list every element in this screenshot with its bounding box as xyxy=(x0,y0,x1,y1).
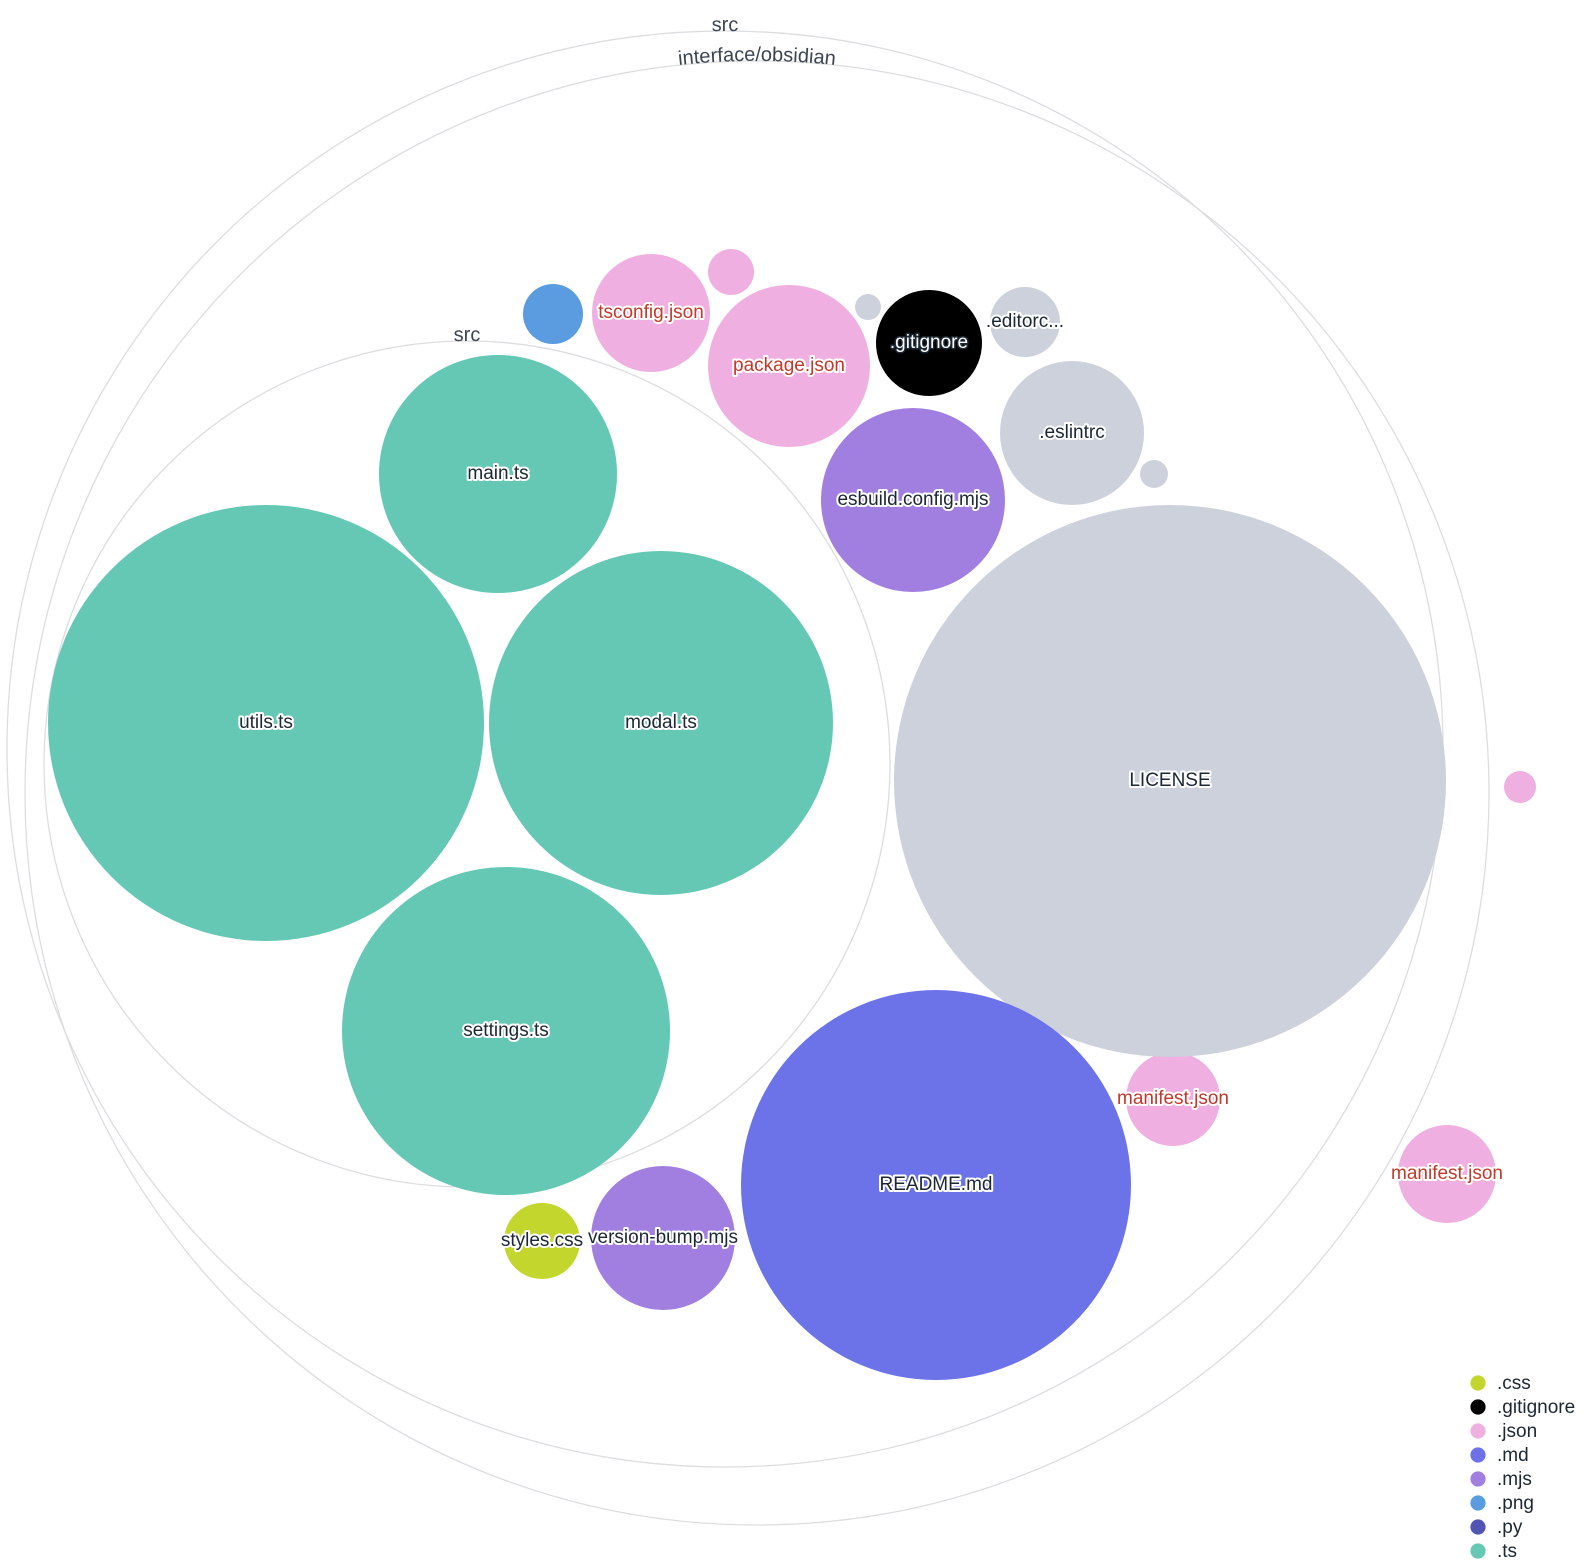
svg-text:.css: .css xyxy=(1497,1373,1531,1394)
svg-text:manifest.json: manifest.json xyxy=(1391,1163,1503,1184)
svg-text:settings.ts: settings.ts xyxy=(463,1020,549,1041)
svg-text:utils.ts: utils.ts xyxy=(239,712,293,733)
svg-text:version-bump.mjs: version-bump.mjs xyxy=(588,1227,738,1248)
svg-text:.json: .json xyxy=(1497,1421,1537,1442)
svg-text:main.ts: main.ts xyxy=(467,463,528,484)
svg-text:.editorc...: .editorc... xyxy=(986,311,1064,332)
svg-text:tsconfig.json: tsconfig.json xyxy=(598,302,704,323)
svg-text:.gitignore: .gitignore xyxy=(1497,1397,1575,1418)
svg-text:interface/obsidian: interface/obsidian xyxy=(677,44,837,70)
svg-text:src: src xyxy=(453,324,480,346)
svg-text:manifest.json: manifest.json xyxy=(1117,1088,1229,1109)
svg-text:esbuild.config.mjs: esbuild.config.mjs xyxy=(837,489,988,510)
svg-text:.gitignore: .gitignore xyxy=(890,332,968,353)
svg-text:.py: .py xyxy=(1497,1517,1523,1538)
svg-text:.md: .md xyxy=(1497,1445,1529,1466)
svg-text:modal.ts: modal.ts xyxy=(625,712,697,733)
svg-text:.png: .png xyxy=(1497,1493,1534,1514)
svg-text:.ts: .ts xyxy=(1497,1541,1517,1562)
svg-text:src: src xyxy=(712,14,739,36)
svg-text:package.json: package.json xyxy=(733,355,845,376)
svg-text:LICENSE: LICENSE xyxy=(1129,770,1210,791)
svg-text:styles.css: styles.css xyxy=(501,1230,583,1251)
svg-text:README.md: README.md xyxy=(880,1174,993,1195)
svg-text:.eslintrc: .eslintrc xyxy=(1039,422,1104,443)
svg-text:.mjs: .mjs xyxy=(1497,1469,1532,1490)
